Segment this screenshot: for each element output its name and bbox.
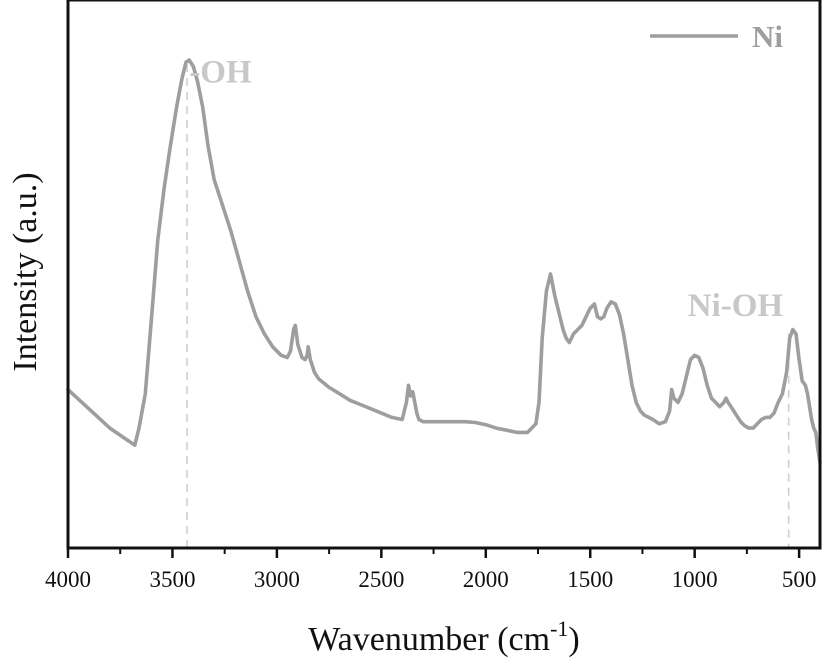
x-tick-label-1000: 1000 — [672, 567, 718, 592]
x-tick-label-2000: 2000 — [463, 567, 509, 592]
x-tick-label-3500: 3500 — [149, 567, 195, 592]
x-tick-label-500: 500 — [782, 567, 817, 592]
x-tick-label-1500: 1500 — [567, 567, 613, 592]
x-tick-label-4000: 4000 — [45, 567, 91, 592]
plot-frame — [66, 0, 822, 550]
annotations: -OH Ni-OH — [189, 55, 783, 324]
y-axis-title: Intensity (a.u.) — [7, 172, 44, 371]
annotation-oh: -OH — [189, 55, 252, 91]
legend: Ni — [650, 19, 783, 54]
x-axis-title: Wavenumber (cm-1) — [308, 616, 579, 658]
x-axis-ticks: 4000 3500 3000 2500 2000 1500 1000 500 — [45, 548, 816, 592]
series-line-ni — [66, 58, 822, 465]
x-tick-label-3000: 3000 — [254, 567, 300, 592]
x-tick-label-2500: 2500 — [358, 567, 404, 592]
annotation-ni-oh: Ni-OH — [688, 288, 784, 324]
legend-label-ni: Ni — [752, 19, 783, 54]
